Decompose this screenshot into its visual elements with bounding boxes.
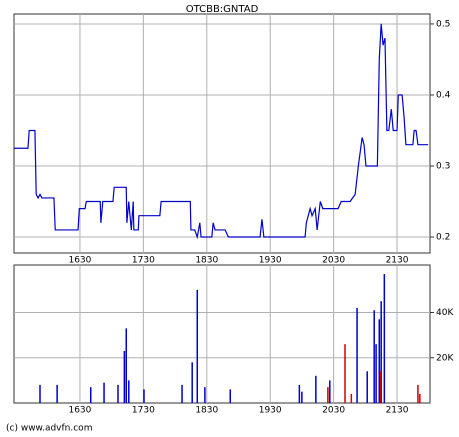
x-tick-label: 1930	[259, 256, 282, 266]
y-tick-label: 0.5	[436, 19, 450, 29]
volume-bar	[298, 384, 301, 403]
x-tick-label: 2130	[386, 256, 409, 266]
volume-bar	[366, 371, 368, 403]
volume-bar	[89, 387, 92, 403]
x-tick-label: 1630	[68, 256, 91, 266]
volume-bar	[204, 387, 206, 403]
x-tick-label: 1730	[132, 256, 155, 266]
volume-bar	[103, 382, 105, 403]
volume-bar	[350, 393, 353, 403]
volume-bar	[373, 310, 375, 403]
plot-area	[13, 264, 431, 404]
volume-bar	[327, 387, 329, 403]
volume-bar	[356, 307, 358, 403]
x-tick-label: 2030	[322, 406, 345, 416]
volume-bar	[125, 328, 127, 403]
x-tick-label: 2130	[386, 406, 409, 416]
y-tick-label: 20K	[436, 353, 454, 363]
volume-bar	[329, 380, 331, 403]
y-tick-label: 0.2	[436, 233, 450, 243]
copyright: (c) www.advfn.com	[6, 424, 92, 434]
y-tick-label: 0.4	[436, 90, 451, 100]
volume-bar	[378, 319, 381, 403]
volume-bar	[123, 350, 126, 403]
volume-bar	[379, 371, 382, 403]
plot-area	[13, 13, 431, 254]
volume-bar	[143, 389, 145, 403]
volume-bar	[383, 274, 386, 403]
volume-bar	[375, 344, 377, 403]
price-line	[14, 23, 429, 240]
volume-bar	[301, 391, 303, 403]
volume-bar	[191, 362, 193, 403]
volume-bar	[196, 289, 199, 403]
x-tick-label: 1730	[132, 406, 155, 416]
volume-bar	[419, 393, 421, 403]
y-tick-label: 40K	[436, 308, 454, 318]
volume-bar	[128, 380, 130, 403]
volume-bar	[315, 375, 317, 403]
volume-bar	[39, 384, 41, 403]
volume-bar	[380, 301, 382, 403]
volume-bar	[56, 384, 58, 403]
x-tick-label: 1930	[259, 406, 282, 416]
volume-bar	[417, 384, 419, 403]
x-tick-label: 1630	[68, 406, 91, 416]
volume-bar	[181, 384, 183, 403]
x-tick-label: 1830	[195, 256, 218, 266]
chart-title: OTCBB:GNTAD	[186, 4, 259, 15]
x-tick-label: 2030	[322, 256, 345, 266]
volume-bar	[344, 344, 346, 403]
volume-bar	[229, 389, 231, 403]
x-tick-label: 1830	[195, 406, 218, 416]
volume-bar	[117, 384, 119, 403]
y-tick-label: 0.3	[436, 161, 450, 171]
